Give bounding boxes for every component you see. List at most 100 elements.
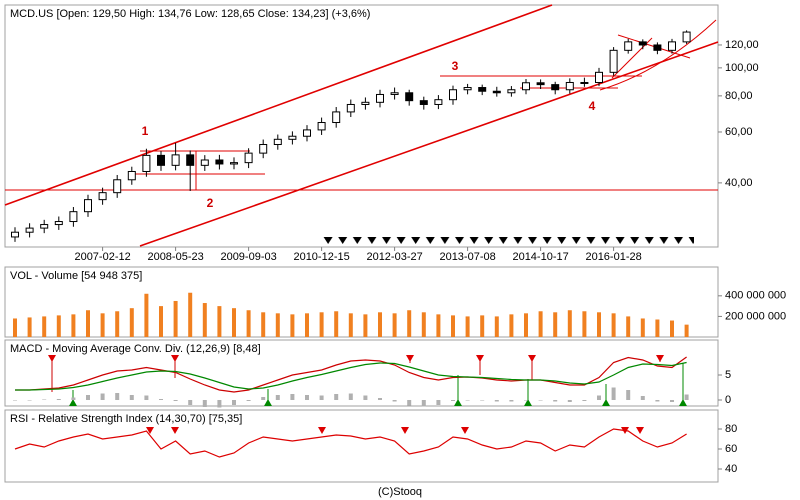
histogram-bar: [232, 400, 236, 405]
histogram-bar: [509, 400, 514, 402]
histogram-bar: [465, 400, 470, 401]
x-tick-label: 2016-01-28: [585, 251, 641, 263]
histogram-bar: [655, 400, 660, 402]
candle-body: [171, 154, 180, 166]
volume-bar: [684, 324, 689, 337]
histogram-bar: [115, 393, 120, 400]
candle-body: [113, 179, 122, 194]
volume-bar: [538, 311, 543, 337]
candle-body: [273, 138, 282, 146]
histogram-bar: [217, 400, 222, 408]
candle-body: [551, 84, 560, 91]
volume-bar: [42, 316, 47, 337]
candle-body: [346, 103, 355, 113]
volume-bar: [655, 319, 660, 337]
histogram-bar: [611, 387, 616, 400]
volume-bar: [465, 316, 470, 337]
histogram-bar: [407, 400, 412, 406]
volume-bar: [363, 314, 368, 337]
candle-body: [609, 49, 618, 73]
histogram-bar: [392, 400, 397, 402]
volume-bar: [246, 310, 251, 337]
y-tick-label: 400 000 000: [725, 290, 786, 302]
candle-body: [492, 90, 501, 94]
candle-body: [303, 129, 311, 137]
candle-body: [390, 92, 399, 95]
candle-body: [361, 101, 370, 105]
y-tick-label: 100,00: [725, 62, 759, 74]
candle-body: [142, 154, 151, 172]
histogram-bar: [524, 400, 528, 401]
candle-body: [434, 99, 443, 105]
histogram-bar: [86, 395, 90, 400]
histogram-bar: [553, 400, 558, 402]
candle-body: [595, 71, 603, 83]
rsi-signals: [146, 427, 644, 434]
x-tick-label: 2008-05-23: [147, 251, 203, 263]
histogram-bar: [173, 400, 178, 401]
x-tick-label: 2009-09-03: [220, 251, 276, 263]
histogram-bar: [378, 398, 382, 400]
histogram-bar: [188, 400, 193, 405]
histogram-bar: [626, 390, 631, 400]
histogram-bar: [305, 395, 309, 400]
event-markers: [322, 230, 694, 246]
histogram-bar: [71, 397, 76, 400]
volume-bar: [421, 312, 426, 337]
candle-body: [419, 100, 428, 105]
volume-bar: [202, 303, 207, 337]
candle-body: [580, 81, 589, 84]
volume-bar: [290, 314, 295, 337]
candle-body: [668, 41, 676, 51]
volume-bar: [480, 315, 485, 337]
candle-body: [317, 122, 326, 131]
volume-bar: [436, 314, 441, 337]
macd-signals: [48, 355, 687, 406]
histogram-bar: [451, 400, 455, 401]
volume-bar: [305, 313, 309, 337]
footer: (C)Stooq: [378, 486, 422, 498]
annotation: 3: [452, 59, 459, 73]
annotation: 4: [589, 99, 596, 113]
histogram-bar: [363, 395, 368, 400]
histogram-bar: [436, 400, 441, 405]
volume-bar: [86, 310, 90, 337]
candle-body: [98, 192, 107, 201]
indicator-line: [15, 361, 687, 391]
histogram-bar: [56, 399, 61, 400]
candle-body: [536, 82, 545, 86]
volume-bar: [129, 308, 134, 337]
rsi-panel: [4, 409, 719, 483]
histogram-bar: [421, 400, 426, 407]
volume-bar: [392, 313, 397, 337]
y-tick-label: 40: [725, 463, 737, 475]
histogram-bar: [567, 400, 572, 402]
volume-bar: [159, 306, 163, 337]
candle-body: [682, 31, 691, 43]
candle-body: [215, 159, 224, 165]
volume-bar: [509, 314, 514, 337]
candle-body: [624, 41, 633, 51]
y-tick-label: 80,00: [725, 90, 753, 102]
histogram-bar: [246, 400, 251, 401]
candle-body: [230, 162, 238, 165]
volume-bar: [188, 292, 193, 337]
volume-bar: [261, 312, 266, 337]
y-tick-label: 60,00: [725, 126, 753, 138]
volume-bar: [13, 318, 17, 337]
candle-body: [40, 224, 49, 229]
panel-title: MACD - Moving Average Conv. Div. (12,26,…: [10, 343, 261, 355]
volume-bar: [553, 312, 558, 337]
indicator-line: [14, 428, 687, 458]
volume-bar: [319, 312, 324, 337]
histogram-bar: [480, 400, 485, 401]
volume-bar: [524, 313, 528, 337]
histogram-bar: [348, 393, 353, 400]
x-tick-label: 2014-10-17: [512, 251, 568, 263]
volume-bar: [71, 314, 76, 337]
annotation: 1: [142, 124, 149, 138]
histogram-bar: [494, 400, 499, 402]
volume-bar: [640, 318, 645, 337]
candle-body: [84, 199, 92, 213]
histogram-bar: [100, 393, 105, 400]
